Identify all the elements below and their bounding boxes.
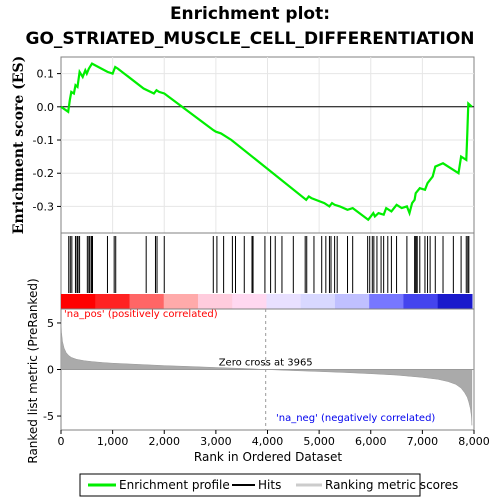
x-tick-label: 8,000 <box>458 435 490 448</box>
colorbar-segment <box>197 294 233 309</box>
es-tick-label: 0.0 <box>37 101 55 114</box>
colorbar-segment <box>129 294 165 309</box>
rank-colorbar <box>61 294 473 309</box>
colorbar-segment <box>232 294 268 309</box>
enrichment-profile-line <box>60 62 473 222</box>
x-tick-label: 7,000 <box>407 435 439 448</box>
x-tick-label: 1,000 <box>97 435 129 448</box>
colorbar-segment <box>300 294 336 309</box>
x-tick-label: 4,000 <box>252 435 284 448</box>
enrichment-profile-path <box>60 62 473 222</box>
x-tick-label: 5,000 <box>303 435 335 448</box>
es-tick-label: -0.3 <box>33 200 54 213</box>
es-tick-label: 0.1 <box>37 68 55 81</box>
es-tick-label: -0.1 <box>33 134 54 147</box>
colorbar-segment <box>61 294 96 309</box>
es-gridlines <box>61 57 474 233</box>
x-axis-ticks: 0 1,000 2,000 3,000 4,000 5,000 6,000 7,000 8,00… <box>58 430 490 448</box>
colorbar-segment <box>437 294 473 309</box>
zero-cross-label: Zero cross at 3965 <box>219 358 313 369</box>
metric-y-ticks: 5 0 -5 <box>43 317 61 423</box>
x-axis-label: Rank in Ordered Dataset <box>194 450 342 464</box>
metric-tick-label: 0 <box>47 364 54 377</box>
colorbar-segment <box>369 294 405 309</box>
colorbar-segment <box>95 294 131 309</box>
legend-hits-label: Hits <box>258 478 281 492</box>
colorbar-segment <box>334 294 370 309</box>
chart-title-line2: GO_STRIATED_MUSCLE_CELL_DIFFERENTIATION <box>25 29 474 49</box>
metric-tick-label: -5 <box>43 410 54 423</box>
es-tick-label: -0.2 <box>33 167 54 180</box>
colorbar-segment <box>266 294 302 309</box>
x-tick-label: 3,000 <box>200 435 232 448</box>
hits-markers <box>68 236 470 293</box>
legend-enrichment-label: Enrichment profile <box>119 478 230 492</box>
es-y-axis-label: Enrichment score (ES) <box>11 56 27 234</box>
legend-metric-label: Ranking metric scores <box>325 478 458 492</box>
x-tick-label: 6,000 <box>355 435 387 448</box>
positive-correlation-label: 'na_pos' (positively correlated) <box>64 309 218 320</box>
colorbar-segment <box>403 294 439 309</box>
x-tick-label: 0 <box>58 435 65 448</box>
es-y-ticks: 0.1 0.0 -0.1 -0.2 -0.3 <box>33 68 61 213</box>
metric-y-axis-label: Ranked list metric (PreRanked) <box>26 278 40 463</box>
metric-tick-label: 5 <box>47 317 54 330</box>
colorbar-segment <box>163 294 199 309</box>
chart-title-line1: Enrichment plot: <box>170 4 330 24</box>
negative-correlation-label: 'na_neg' (negatively correlated) <box>276 413 435 424</box>
x-tick-label: 2,000 <box>149 435 181 448</box>
